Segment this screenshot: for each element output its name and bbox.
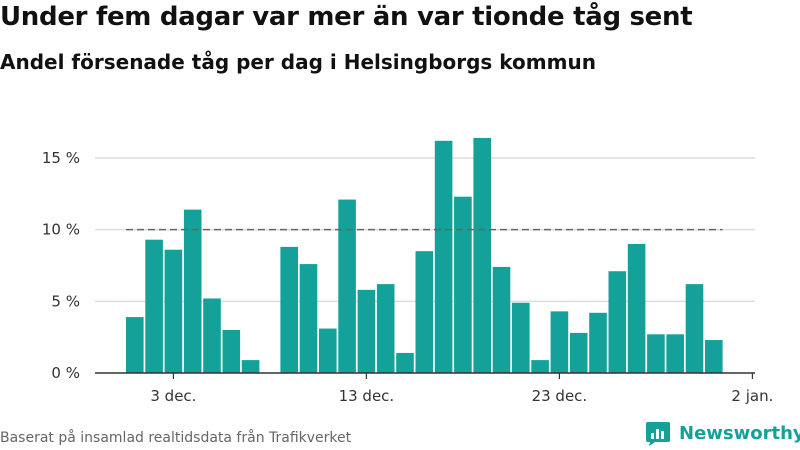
bar [280, 246, 298, 373]
y-tick-label: 10 % [42, 221, 80, 239]
bar [319, 328, 337, 373]
bar [512, 302, 530, 373]
x-tick-label: 3 dec. [150, 387, 196, 405]
bar [705, 340, 723, 373]
x-tick-labels: 3 dec. 13 dec. 23 dec. 2 jan. [150, 387, 773, 405]
bars [126, 137, 723, 373]
bar [666, 334, 684, 373]
y-tick-label: 0 % [51, 364, 80, 382]
bar [183, 209, 202, 373]
bar [627, 244, 646, 373]
bar [685, 284, 704, 373]
y-tick-labels: 0 % 5 % 10 % 15 % [42, 149, 80, 382]
bar [222, 330, 241, 373]
y-tick-label: 5 % [51, 292, 80, 310]
brand-logo[interactable]: Newsworthy [645, 420, 800, 446]
bar [569, 332, 588, 373]
bar [338, 199, 356, 373]
x-tick-label: 13 dec. [339, 387, 395, 405]
bar [376, 284, 395, 373]
brand-name: Newsworthy [679, 422, 800, 444]
x-axis [95, 372, 755, 379]
bar [415, 251, 434, 373]
newsworthy-logo-icon [646, 422, 670, 446]
bar [357, 289, 376, 373]
bar [164, 249, 183, 373]
bar [531, 360, 549, 373]
source-note: Baserat på insamlad realtidsdata från Tr… [0, 430, 352, 446]
x-tick-label: 2 jan. [731, 387, 773, 405]
bar [473, 137, 491, 373]
bar [299, 264, 318, 373]
bar [492, 266, 511, 373]
bar [608, 271, 627, 373]
bar-chart: 0 % 5 % 10 % 15 % 3 dec. 13 dec. 23 dec. 2 jan… [42, 137, 773, 405]
bar [589, 312, 607, 373]
bar [126, 317, 144, 373]
x-tick-label: 23 dec. [532, 387, 588, 405]
bar [396, 352, 414, 373]
bar [434, 140, 453, 373]
bar [203, 298, 221, 373]
bar [647, 334, 665, 373]
chart-subtitle: Andel försenade tåg per dag i Helsingbor… [0, 50, 596, 74]
bar [550, 311, 569, 373]
bar [145, 239, 163, 373]
y-tick-label: 15 % [42, 149, 80, 167]
bar [454, 196, 472, 373]
bar [241, 360, 260, 373]
chart-title: Under fem dagar var mer än var tionde tå… [0, 2, 693, 32]
